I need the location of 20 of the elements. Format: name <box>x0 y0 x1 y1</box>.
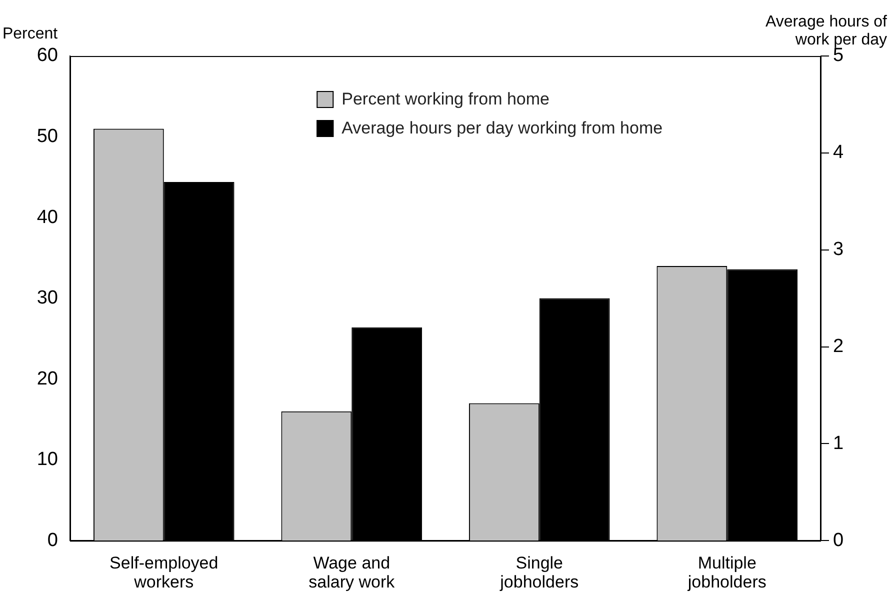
y-tick-label: 20 <box>36 368 58 390</box>
x-tick-label: Single jobholders <box>499 554 579 592</box>
y-tick-label: 10 <box>36 449 58 470</box>
y2-tick-label: 1 <box>833 432 844 454</box>
y2-tick-label: 0 <box>833 530 844 551</box>
y-tick-label: 50 <box>36 126 58 147</box>
x-tick-label: Multiple jobholders <box>686 554 766 592</box>
y2-tick-label: 2 <box>833 336 844 357</box>
y-axis-title: Percent <box>2 25 58 42</box>
y2-tick-label: 4 <box>833 142 844 164</box>
x-tick-label: Self-employed workers <box>110 554 218 592</box>
y-tick-label: 0 <box>47 530 58 551</box>
legend-label: Percent working from home <box>342 90 550 109</box>
x-tick-label: Wage and salary work <box>308 554 396 592</box>
y2-axis-title: Average hours of work per day <box>765 13 888 48</box>
y2-tick-label: 3 <box>833 239 844 260</box>
y-tick-label: 60 <box>36 45 58 66</box>
y-tick-label: 30 <box>36 288 58 309</box>
y-tick-label: 40 <box>36 206 58 228</box>
legend-label: Average hours per day working from home <box>342 118 663 138</box>
